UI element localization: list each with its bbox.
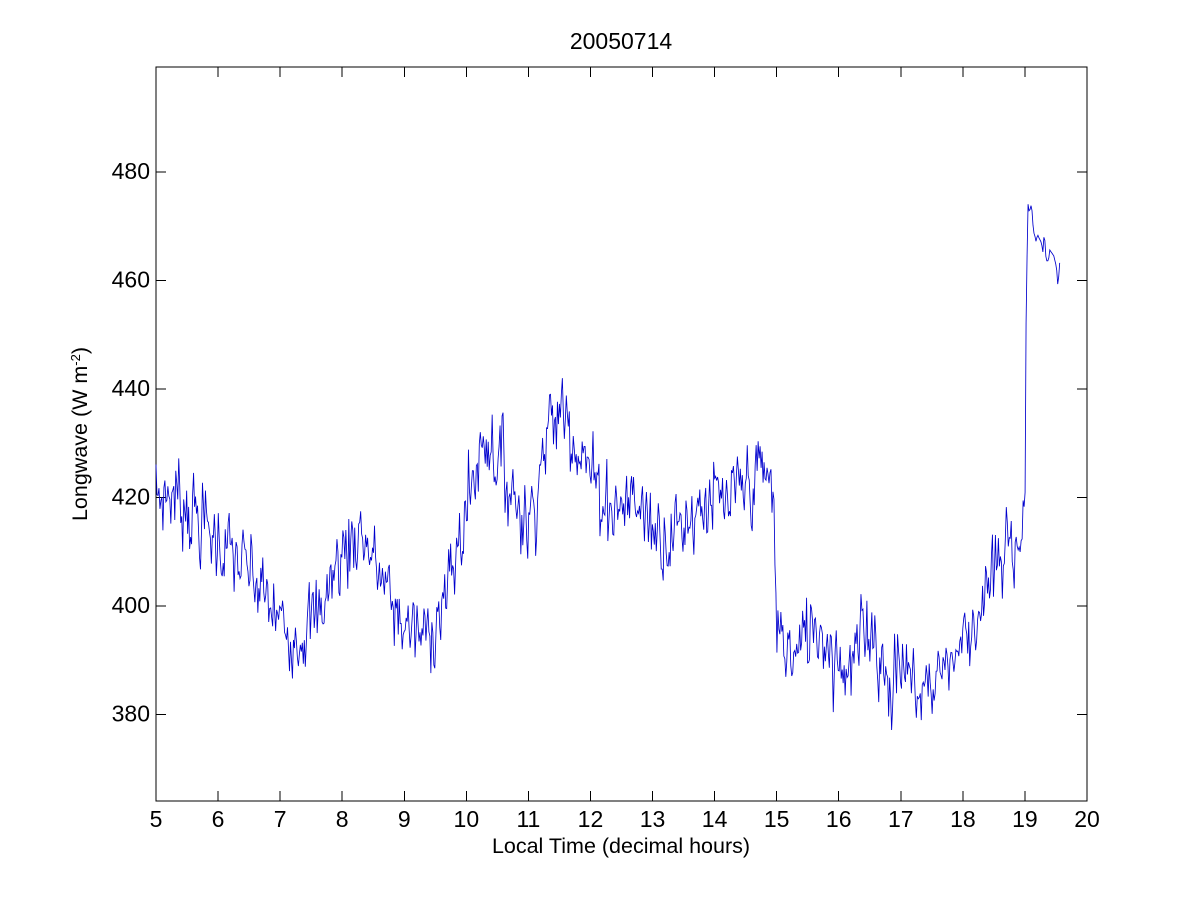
svg-text:14: 14 (702, 806, 728, 832)
svg-text:460: 460 (112, 266, 150, 292)
svg-text:5: 5 (150, 806, 163, 832)
svg-text:12: 12 (578, 806, 604, 832)
svg-text:6: 6 (212, 806, 225, 832)
svg-text:10: 10 (454, 806, 480, 832)
svg-text:11: 11 (516, 806, 540, 832)
svg-text:Longwave (W m-2): Longwave (W m-2) (68, 347, 93, 521)
svg-text:7: 7 (274, 806, 287, 832)
svg-text:17: 17 (888, 806, 914, 832)
svg-text:13: 13 (640, 806, 666, 832)
svg-text:480: 480 (112, 158, 150, 184)
svg-text:440: 440 (112, 375, 150, 401)
svg-text:8: 8 (336, 806, 349, 832)
svg-text:19: 19 (1012, 806, 1038, 832)
svg-text:420: 420 (112, 484, 150, 510)
svg-text:9: 9 (398, 806, 411, 832)
svg-text:20: 20 (1074, 806, 1100, 832)
svg-text:20050714: 20050714 (570, 28, 673, 54)
svg-text:400: 400 (112, 592, 150, 618)
svg-text:Local Time (decimal hours): Local Time (decimal hours) (492, 834, 750, 858)
svg-text:16: 16 (826, 806, 852, 832)
svg-text:380: 380 (112, 701, 150, 727)
svg-text:18: 18 (950, 806, 976, 832)
svg-text:15: 15 (764, 806, 790, 832)
